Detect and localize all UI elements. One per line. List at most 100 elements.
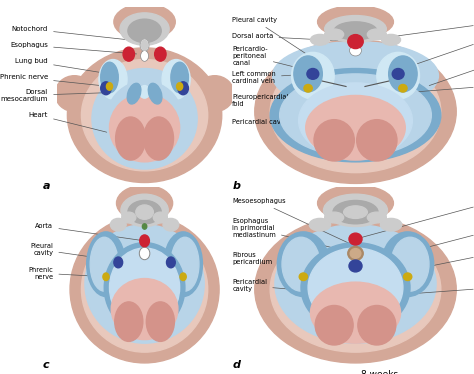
Text: c: c [43, 360, 49, 370]
Ellipse shape [367, 212, 386, 223]
Ellipse shape [277, 232, 329, 297]
Ellipse shape [142, 40, 147, 50]
Ellipse shape [144, 117, 173, 160]
Text: Pleuropericardial
fold: Pleuropericardial fold [232, 85, 322, 107]
Text: Aorta: Aorta [358, 200, 474, 238]
Ellipse shape [82, 227, 208, 352]
Ellipse shape [178, 82, 188, 95]
Ellipse shape [139, 247, 150, 260]
Ellipse shape [128, 200, 161, 224]
Ellipse shape [162, 59, 190, 99]
Text: d: d [232, 360, 240, 370]
Text: Aorta: Aorta [36, 224, 142, 240]
Ellipse shape [166, 257, 175, 268]
Ellipse shape [148, 83, 162, 104]
Text: Pleural cavity: Pleural cavity [232, 17, 315, 60]
Ellipse shape [195, 76, 234, 111]
Ellipse shape [123, 47, 135, 61]
Ellipse shape [318, 6, 393, 38]
Ellipse shape [177, 83, 182, 90]
Ellipse shape [153, 212, 167, 223]
Text: Dorsal
mesocardium: Dorsal mesocardium [1, 89, 129, 102]
Ellipse shape [306, 95, 405, 160]
Ellipse shape [358, 306, 396, 345]
Text: Phrenic nerve: Phrenic nerve [0, 74, 107, 86]
Ellipse shape [141, 50, 148, 61]
Ellipse shape [99, 59, 127, 99]
Text: Aorta: Aorta [358, 21, 474, 41]
Text: Lung bud: Lung bud [16, 58, 107, 73]
Ellipse shape [90, 237, 118, 291]
Ellipse shape [122, 212, 136, 223]
Ellipse shape [270, 68, 441, 162]
Ellipse shape [100, 82, 111, 95]
Ellipse shape [163, 218, 179, 231]
Ellipse shape [171, 62, 188, 93]
Ellipse shape [310, 34, 329, 45]
Text: Left common
cardinal vein: Left common cardinal vein [232, 71, 310, 84]
Ellipse shape [117, 185, 173, 221]
Ellipse shape [391, 237, 429, 291]
Ellipse shape [382, 232, 434, 297]
Ellipse shape [114, 4, 175, 40]
Ellipse shape [107, 83, 112, 90]
Ellipse shape [294, 56, 322, 92]
Ellipse shape [115, 302, 143, 341]
Ellipse shape [270, 227, 441, 352]
Text: Notochord: Notochord [12, 26, 142, 41]
Ellipse shape [255, 40, 456, 183]
Ellipse shape [299, 83, 412, 158]
Text: Pleural
cavity: Pleural cavity [30, 243, 101, 258]
Text: a: a [43, 181, 50, 191]
Text: Inferior vena
cava: Inferior vena cava [358, 222, 474, 265]
Ellipse shape [171, 237, 199, 291]
Ellipse shape [116, 117, 146, 160]
Ellipse shape [333, 200, 378, 224]
Text: Pericardial
cavity: Pericardial cavity [401, 281, 474, 294]
Ellipse shape [270, 50, 441, 173]
Ellipse shape [304, 85, 312, 92]
Ellipse shape [318, 185, 393, 221]
Ellipse shape [356, 120, 397, 161]
Ellipse shape [121, 194, 168, 227]
Ellipse shape [389, 56, 417, 92]
Ellipse shape [109, 94, 180, 162]
Ellipse shape [87, 232, 125, 297]
Text: Fibrous
pericardium: Fibrous pericardium [232, 252, 353, 273]
Ellipse shape [106, 81, 183, 160]
Ellipse shape [282, 237, 320, 291]
Ellipse shape [349, 233, 362, 245]
Ellipse shape [334, 22, 377, 40]
Text: Dorsal aorta: Dorsal aorta [232, 33, 353, 42]
Ellipse shape [146, 302, 174, 341]
Ellipse shape [85, 225, 204, 343]
Ellipse shape [275, 225, 436, 343]
Ellipse shape [109, 248, 180, 327]
Text: Pleuropericardial
membrane: Pleuropericardial membrane [396, 78, 474, 94]
Ellipse shape [55, 76, 94, 111]
Ellipse shape [349, 260, 362, 272]
Text: Phrenic
nerve: Phrenic nerve [28, 267, 103, 280]
Ellipse shape [299, 273, 308, 280]
Ellipse shape [399, 85, 407, 92]
Text: Lung: Lung [401, 37, 474, 70]
Text: 8 weeks: 8 weeks [361, 370, 398, 374]
Text: b: b [232, 181, 240, 191]
Text: Pericardio-
peritoneal
canal: Pericardio- peritoneal canal [232, 46, 319, 73]
Ellipse shape [140, 39, 149, 52]
Text: Mesoesophagus: Mesoesophagus [232, 198, 353, 245]
Ellipse shape [292, 52, 334, 99]
Ellipse shape [140, 235, 149, 247]
Ellipse shape [307, 68, 319, 79]
Ellipse shape [377, 52, 419, 99]
Ellipse shape [380, 218, 402, 231]
Text: Thoracic
wall: Thoracic wall [425, 247, 474, 267]
Ellipse shape [308, 248, 403, 327]
Ellipse shape [323, 194, 387, 227]
Ellipse shape [344, 206, 367, 218]
Text: Esophagus
in primordial
mediastinum: Esophagus in primordial mediastinum [232, 218, 353, 253]
Ellipse shape [255, 216, 456, 363]
Ellipse shape [70, 216, 219, 363]
Ellipse shape [325, 212, 344, 223]
Ellipse shape [315, 306, 353, 345]
